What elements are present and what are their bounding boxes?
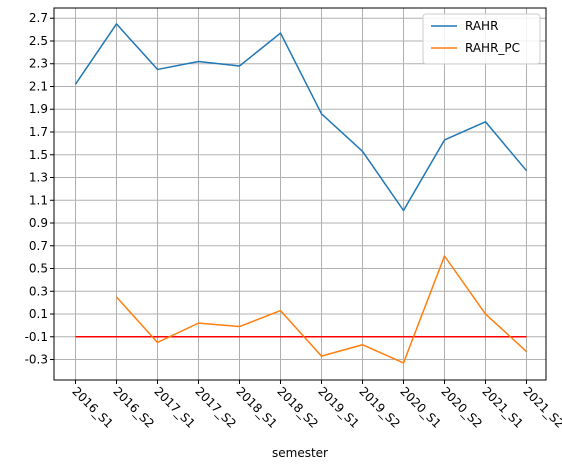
x-tick-label: 2020_S1 <box>397 384 444 431</box>
y-tick-label: 2.5 <box>29 34 48 48</box>
x-tick-label: 2017_S1 <box>151 384 198 431</box>
y-axis: -0.3 -0.1 0.1 0.3 0.5 0.7 0.9 1.1 1.3 1.5 1.7 1.9 2.… <box>25 11 54 367</box>
y-tick-label: 0.5 <box>29 262 48 276</box>
x-tick-label: 2018_S2 <box>274 384 321 431</box>
x-axis: 2016_S12016_S22017_S12017_S22018_S12018_… <box>69 380 562 431</box>
x-tick-label: 2018_S1 <box>233 384 280 431</box>
y-tick-label: 2.3 <box>29 57 48 71</box>
y-tick-label: 0.3 <box>29 284 48 298</box>
y-tick-label: 1.7 <box>29 125 48 139</box>
series-layer <box>74 23 528 364</box>
y-tick-label: 1.1 <box>29 193 48 207</box>
y-tick-label: -0.1 <box>25 330 48 344</box>
y-tick-label: 1.3 <box>29 171 48 185</box>
x-axis-title: semester <box>272 446 328 460</box>
y-tick-label: 2.1 <box>29 79 48 93</box>
x-tick-label: 2021_S1 <box>479 384 526 431</box>
x-tick-label: 2021_S2 <box>520 384 562 431</box>
y-tick-label: 1.5 <box>29 148 48 162</box>
legend-label: RAHR_PC <box>465 41 520 55</box>
legend-label: RAHR <box>465 19 498 33</box>
x-tick-label: 2020_S2 <box>438 384 485 431</box>
y-tick-label: 0.7 <box>29 239 48 253</box>
y-tick-label: 0.1 <box>29 307 48 321</box>
x-tick-label: 2016_S1 <box>69 384 116 431</box>
x-tick-label: 2019_S1 <box>315 384 362 431</box>
series-line-rahr-pc <box>115 255 528 364</box>
series-line-rahr <box>74 23 528 212</box>
x-tick-label: 2019_S2 <box>356 384 403 431</box>
y-tick-label: -0.3 <box>25 353 48 367</box>
x-tick-label: 2016_S2 <box>110 384 157 431</box>
legend: RAHR RAHR_PC <box>422 13 541 65</box>
plot-frame <box>53 7 547 381</box>
y-tick-label: 1.9 <box>29 102 48 116</box>
x-tick-label: 2017_S2 <box>192 384 239 431</box>
y-tick-label: 0.9 <box>29 216 48 230</box>
y-tick-label: 2.7 <box>29 11 48 25</box>
